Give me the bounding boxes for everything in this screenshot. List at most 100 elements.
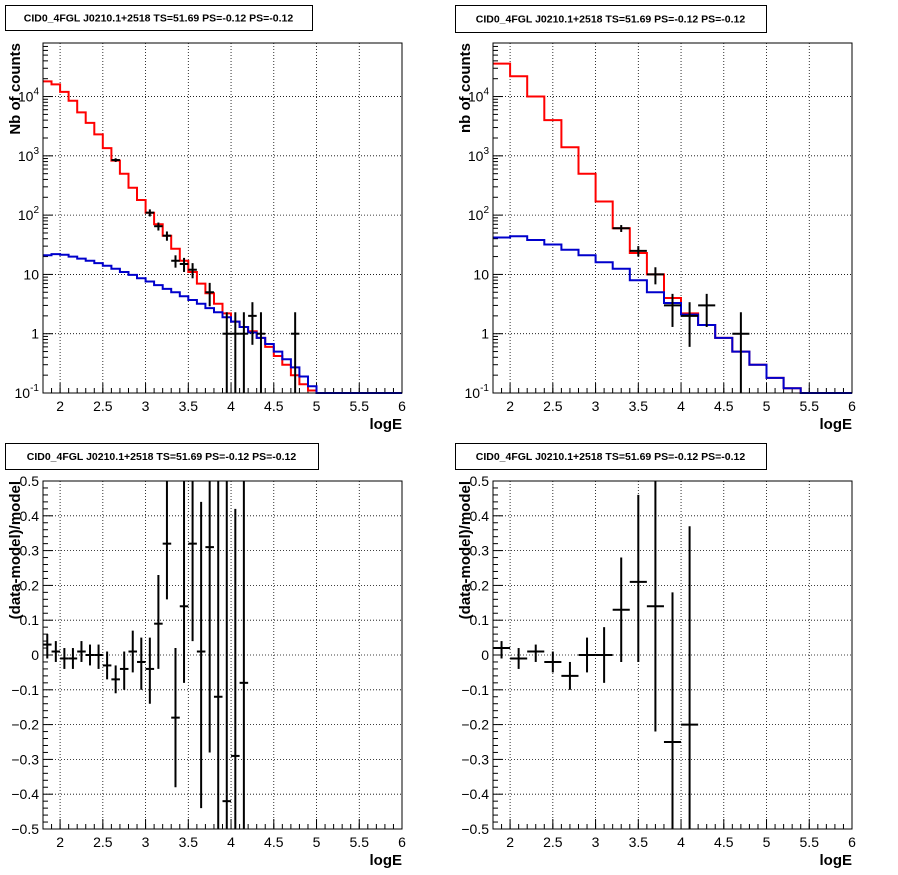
- y-tick-label: 0.4: [470, 508, 490, 524]
- x-tick-label: 4: [677, 398, 685, 414]
- data-point: [527, 644, 545, 662]
- x-tick-label: 3.5: [179, 834, 199, 850]
- x-tick-label: 2.5: [543, 398, 563, 414]
- data-point: [213, 481, 223, 829]
- series-background-model-line: [493, 235, 852, 394]
- y-tick-label: −0.5: [461, 821, 489, 837]
- x-tick-label: 3: [142, 834, 150, 850]
- chart-panel-counts-coarse: CID0_4FGL J0210.1+2518 TS=51.69 PS=-0.12…: [455, 5, 856, 433]
- data-point: [94, 644, 103, 669]
- x-tick-label: 4.5: [714, 398, 734, 414]
- chart-title: CID0_4FGL J0210.1+2518 TS=51.69 PS=-0.12…: [24, 13, 294, 25]
- plot-frame: [42, 42, 403, 394]
- data-point: [231, 508, 240, 829]
- data-point: [561, 661, 579, 690]
- data-point: [162, 231, 172, 241]
- data-point: [205, 481, 214, 753]
- x-axis-title: logE: [370, 416, 403, 433]
- y-tick-label: 103: [468, 146, 490, 164]
- data-point: [290, 312, 300, 393]
- data-point: [154, 574, 163, 669]
- data-point: [239, 312, 249, 393]
- x-axis-title: logE: [820, 416, 853, 433]
- y-tick-label: 0.5: [20, 473, 40, 489]
- data-point: [646, 481, 664, 732]
- title-box: [5, 5, 313, 31]
- series-total-model-line: [493, 62, 852, 394]
- data-point: [179, 257, 189, 272]
- chart-title: CID0_4FGL J0210.1+2518 TS=51.69 PS=-0.12…: [476, 451, 746, 463]
- x-tick-label: 6: [398, 398, 406, 414]
- y-tick-label: 1: [481, 326, 489, 342]
- data-point: [60, 648, 69, 669]
- y-tick-label: 104: [468, 87, 490, 105]
- data-point: [493, 641, 511, 659]
- data-point: [239, 481, 249, 829]
- data-point: [698, 293, 716, 327]
- y-tick-label: 10: [473, 266, 489, 282]
- y-tick-label: 0.4: [20, 508, 40, 524]
- x-tick-label: 5.5: [350, 398, 370, 414]
- y-tick-label: −0.2: [461, 717, 489, 733]
- x-tick-label: 6: [848, 398, 856, 414]
- x-axis-title: logE: [820, 852, 853, 869]
- y-tick-label: 1: [31, 326, 39, 342]
- data-point: [179, 481, 189, 683]
- y-tick-label: −0.2: [11, 717, 39, 733]
- y-tick-label: 0: [481, 647, 489, 663]
- chart-panel-residuals-coarse: CID0_4FGL J0210.1+2518 TS=51.69 PS=-0.12…: [455, 443, 856, 869]
- plot-frame: [492, 42, 853, 394]
- x-tick-label: 3.5: [629, 834, 649, 850]
- y-axis-title: (data-model)/model: [7, 481, 24, 619]
- x-tick-label: 4.5: [714, 834, 734, 850]
- x-tick-label: 2.5: [93, 834, 113, 850]
- data-point: [732, 312, 750, 393]
- chart-title: CID0_4FGL J0210.1+2518 TS=51.69 PS=-0.12…: [476, 14, 746, 26]
- y-tick-label: 103: [18, 146, 40, 164]
- data-point: [68, 648, 78, 669]
- x-tick-label: 3: [592, 834, 600, 850]
- data-point: [111, 158, 120, 162]
- y-tick-label: −0.5: [11, 821, 39, 837]
- x-tick-label: 2: [506, 398, 514, 414]
- series-total-model-line: [43, 80, 402, 394]
- y-tick-label: 0.1: [20, 612, 40, 628]
- x-tick-label: 4.5: [264, 834, 284, 850]
- x-tick-label: 5: [313, 834, 321, 850]
- data-point: [612, 557, 630, 662]
- data-point: [119, 651, 129, 690]
- data-point: [681, 526, 699, 829]
- data-point: [128, 630, 138, 673]
- data-point: [196, 501, 206, 809]
- data-point: [578, 637, 596, 673]
- x-tick-label: 2: [56, 398, 64, 414]
- y-tick-label: 0.2: [470, 577, 490, 593]
- data-point: [646, 267, 664, 285]
- y-tick-label: 0.5: [470, 473, 490, 489]
- x-tick-label: 5: [763, 834, 771, 850]
- data-point: [612, 225, 630, 232]
- x-tick-label: 6: [398, 834, 406, 850]
- data-point: [145, 209, 155, 217]
- x-axis-title: logE: [370, 852, 403, 869]
- data-point: [544, 651, 562, 673]
- x-tick-label: 3: [142, 398, 150, 414]
- data-point: [154, 222, 163, 231]
- y-tick-label: 102: [468, 205, 490, 223]
- x-tick-label: 2: [56, 834, 64, 850]
- y-axis-title: (data-model)/model: [457, 481, 474, 619]
- series-background-model-line: [43, 253, 402, 394]
- x-tick-label: 2.5: [543, 834, 563, 850]
- x-tick-label: 4: [227, 398, 235, 414]
- y-tick-label: −0.1: [461, 682, 489, 698]
- y-tick-label: −0.3: [461, 751, 489, 767]
- y-tick-label: 104: [18, 87, 40, 105]
- y-tick-label: 0: [31, 647, 39, 663]
- x-tick-label: 3.5: [629, 398, 649, 414]
- y-tick-label: 10-1: [465, 383, 490, 401]
- data-point: [51, 641, 61, 662]
- y-tick-label: 10: [23, 266, 39, 282]
- x-tick-label: 5.5: [800, 398, 820, 414]
- y-axis-title: nb of counts: [457, 43, 474, 133]
- title-box: [455, 443, 767, 470]
